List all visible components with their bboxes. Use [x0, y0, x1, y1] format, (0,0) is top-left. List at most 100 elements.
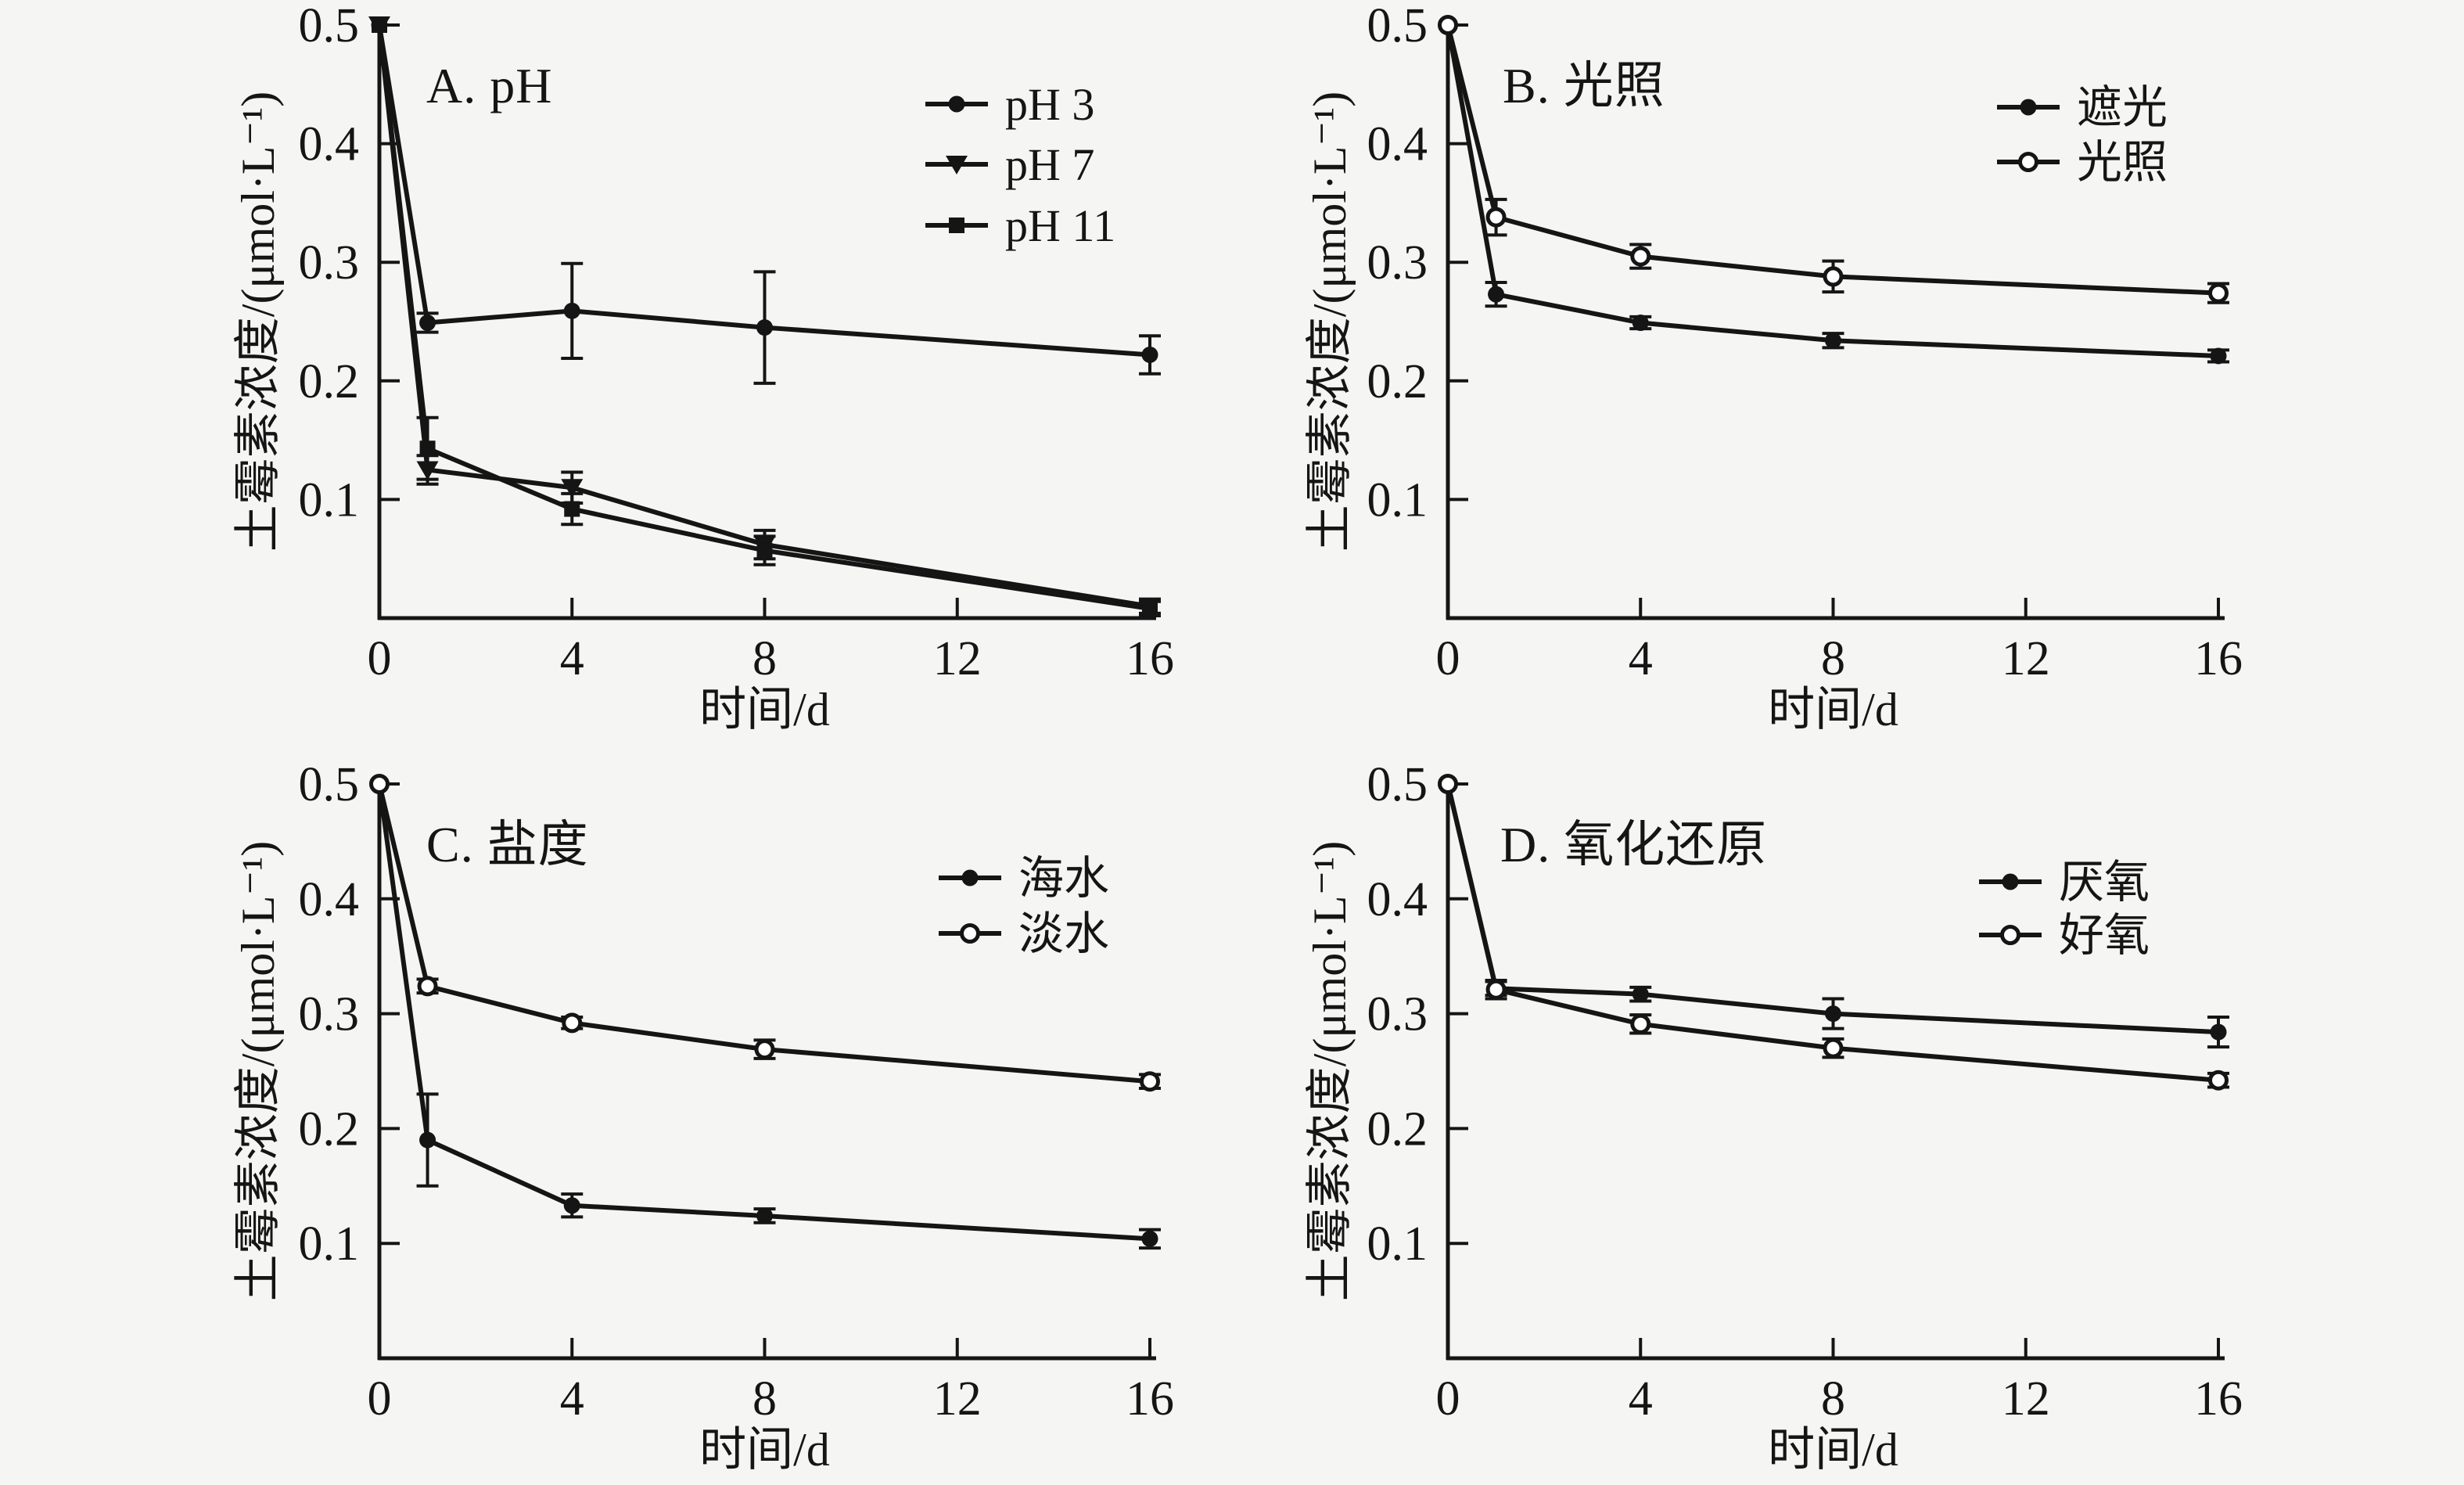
panel-c-series-1-marker-4: [1140, 1071, 1160, 1092]
panel-c-series-1-marker-2: [562, 1012, 583, 1034]
panel-a-title: A. pH: [426, 58, 553, 113]
panel-a-y-tick-label-0.2: 0.2: [299, 355, 360, 408]
panel-d-series-0-marker-3: [1825, 1005, 1841, 1023]
panel-c-series-0-marker-2: [563, 1197, 580, 1214]
panel-b-legend-0-label: 遮光: [2077, 82, 2168, 133]
panel-c-x-tick-label-4: 4: [560, 1372, 584, 1426]
panel-a-series-2-marker-3: [756, 542, 773, 559]
panel-a-x-tick-label-4: 4: [560, 632, 584, 685]
panel-a-legend-2-marker: [949, 218, 964, 233]
panel-d-series-1-marker-2: [1630, 1013, 1651, 1034]
panel-b-y-axis-title: 土霉素浓度/(μmol·L⁻¹): [1304, 92, 1356, 552]
panel-b-legend-0-marker: [2020, 99, 2037, 116]
panel-c-x-tick-label-0: 0: [368, 1372, 392, 1426]
panel-d-x-tick-label-4: 4: [1629, 1372, 1653, 1426]
panel-c-y-tick-label-0.1: 0.1: [299, 1217, 360, 1271]
panel-a-legend-0-label: pH 3: [1005, 79, 1094, 130]
panel-d-series-1-marker-4: [2208, 1070, 2229, 1091]
panel-d-legend-0-label: 厌氧: [2059, 857, 2150, 908]
panel-b-title: B. 光照: [1503, 58, 1665, 113]
panel-a: 0.1 0.2 0.3 0.4 0.5 0 4 8 12 16 时间/d 土霉素浓度/(μmol·L⁻…: [232, 0, 1174, 735]
panel-c-y-tick-label-0.4: 0.4: [299, 873, 360, 926]
panel-d-legend-1-marker: [2000, 925, 2020, 945]
panel-a-legend-1-marker: [946, 156, 968, 174]
panel-a-y-axis-title: 土霉素浓度/(μmol·L⁻¹): [232, 92, 284, 552]
panel-c-series-1-marker-0: [369, 774, 390, 794]
panel-d-x-tick-label-12: 12: [2002, 1372, 2050, 1426]
panel-c: 0.1 0.2 0.3 0.4 0.5 0 4 8 12 16 时间/d 土霉素浓度/(μmol·L⁻…: [232, 758, 1174, 1476]
panel-a-series-0-marker-4: [1141, 346, 1158, 363]
panel-a-series-0-marker-2: [563, 302, 580, 319]
panel-a-x-tick-label-8: 8: [752, 632, 777, 685]
panel-d-x-tick-label-16: 16: [2194, 1372, 2243, 1426]
panel-a-series-2-marker-0: [372, 17, 387, 33]
panel-c-x-axis-title: 时间/d: [699, 1424, 830, 1476]
panel-d-legend-1-label: 好氧: [2059, 910, 2150, 961]
panel-c-y-axis-title: 土霉素浓度/(μmol·L⁻¹): [232, 841, 284, 1301]
panel-a-series-2-marker-1: [419, 440, 436, 457]
panel-b-series-1-marker-1: [1485, 207, 1507, 228]
panel-d-y-tick-label-0.1: 0.1: [1367, 1217, 1428, 1271]
panel-b-y-tick-label-0.2: 0.2: [1367, 355, 1428, 408]
panel-d-legend-0-marker: [2002, 873, 2019, 890]
panel-c-title: C. 盐度: [426, 817, 589, 872]
panel-d-series-1-marker-1: [1485, 979, 1507, 1000]
panel-c-x-tick-label-16: 16: [1126, 1372, 1174, 1426]
panel-a-x-tick-label-0: 0: [368, 632, 392, 685]
panel-c-legend-1-label: 淡水: [1018, 908, 1109, 959]
panel-a-series-0-marker-1: [419, 315, 436, 332]
panel-d-series-1-marker-3: [1823, 1037, 1844, 1059]
panel-a-x-axis-title: 时间/d: [699, 684, 830, 735]
panel-b-y-tick-label-0.5: 0.5: [1367, 0, 1428, 52]
panel-a-series-2-marker-2: [564, 501, 580, 517]
panel-d-y-tick-label-0.3: 0.3: [1367, 988, 1428, 1041]
panel-b-y-tick-label-0.3: 0.3: [1367, 236, 1428, 289]
panel-c-series-0-marker-3: [756, 1207, 773, 1224]
panel-b-legend-1-label: 光照: [2077, 137, 2168, 188]
panel-a-y-tick-label-0.3: 0.3: [299, 236, 360, 289]
panel-a-legend-2-label: pH 11: [1005, 200, 1115, 251]
panel-d-y-axis-title: 土霉素浓度/(μmol·L⁻¹): [1304, 841, 1356, 1301]
panel-a-series-0-marker-3: [756, 319, 773, 336]
panel-c-x-tick-label-8: 8: [752, 1372, 777, 1426]
panel-a-x-tick-label-12: 12: [933, 632, 982, 685]
panel-b-x-axis-title: 时间/d: [1768, 684, 1898, 735]
panel-d-series-0-marker-4: [2210, 1023, 2227, 1041]
panel-a-y-tick-label-0.1: 0.1: [299, 473, 360, 527]
panel-d-series-0-marker-2: [1632, 986, 1649, 1003]
panel-b-x-tick-label-4: 4: [1629, 632, 1653, 685]
panel-a-legend-1-label: pH 7: [1005, 139, 1094, 190]
panel-d-y-tick-label-0.4: 0.4: [1367, 873, 1428, 926]
panel-c-legend-0-marker: [961, 869, 979, 886]
panel-b: 0.1 0.2 0.3 0.4 0.5 0 4 8 12 16 时间/d 土霉素浓度/(μmol·L⁻…: [1304, 0, 2243, 735]
panel-b-series-0-marker-2: [1632, 315, 1649, 332]
panel-b-x-tick-label-8: 8: [1821, 632, 1845, 685]
panel-c-y-tick-label-0.5: 0.5: [299, 758, 360, 811]
panel-c-y-tick-label-0.2: 0.2: [299, 1102, 360, 1156]
panel-b-series-1-marker-0: [1438, 15, 1458, 35]
panel-d: 0.1 0.2 0.3 0.4 0.5 0 4 8 12 16 时间/d 土霉素浓度/(μmol·L⁻…: [1304, 758, 2243, 1476]
panel-d-x-tick-label-8: 8: [1821, 1372, 1845, 1426]
panel-b-series-0-marker-4: [2210, 347, 2227, 365]
panel-d-x-tick-label-0: 0: [1436, 1372, 1460, 1426]
panel-c-series-0-marker-1: [419, 1131, 436, 1149]
panel-c-legend-0-label: 海水: [1018, 853, 1109, 904]
panel-b-series-1-marker-3: [1823, 266, 1844, 287]
panel-b-x-tick-label-12: 12: [2002, 632, 2050, 685]
panel-b-series-0-marker-1: [1488, 286, 1505, 303]
panel-b-x-tick-label-0: 0: [1436, 632, 1460, 685]
panel-b-series-1-marker-4: [2208, 282, 2229, 304]
panel-a-legend-0-marker: [948, 95, 965, 113]
panel-a-y-tick-label-0.5: 0.5: [299, 0, 360, 52]
panel-a-y-tick-label-0.4: 0.4: [299, 118, 360, 171]
panel-c-y-tick-label-0.3: 0.3: [299, 988, 360, 1041]
panel-a-series-2-marker-4: [1142, 600, 1158, 617]
panel-d-x-axis-title: 时间/d: [1768, 1424, 1898, 1476]
panel-d-y-tick-label-0.2: 0.2: [1367, 1102, 1428, 1156]
panel-d-series-1-marker-0: [1438, 774, 1458, 794]
panel-c-series-1-marker-3: [754, 1039, 775, 1060]
panel-b-series-0-marker-3: [1825, 332, 1841, 349]
panel-c-series-0-marker-4: [1141, 1230, 1158, 1247]
panel-c-series-1-marker-1: [417, 976, 438, 997]
